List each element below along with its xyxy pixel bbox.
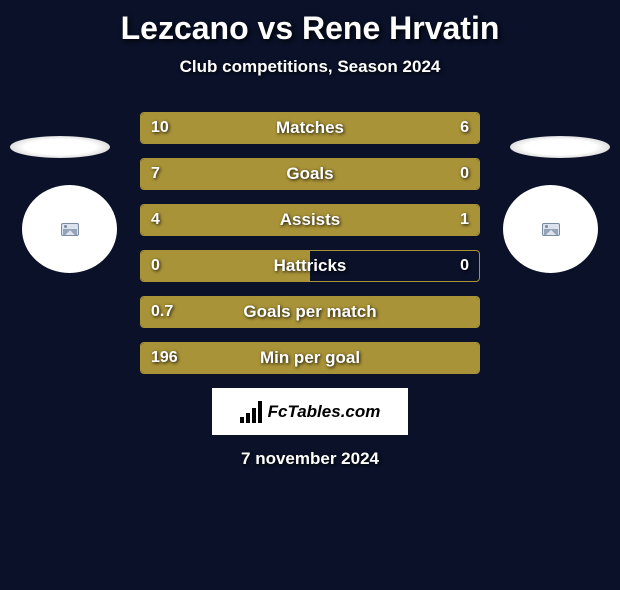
- stat-row-min-per-goal: 196 Min per goal: [140, 342, 480, 374]
- stat-value-right: 6: [460, 119, 469, 137]
- stat-row-assists: 4 Assists 1: [140, 204, 480, 236]
- image-placeholder-icon: [61, 223, 79, 236]
- stat-row-goals: 7 Goals 0: [140, 158, 480, 190]
- player-right-name-oval: [510, 136, 610, 158]
- stat-row-goals-per-match: 0.7 Goals per match: [140, 296, 480, 328]
- stat-label: Matches: [276, 118, 344, 138]
- stat-label: Min per goal: [260, 348, 360, 368]
- stat-value-left: 196: [151, 349, 178, 367]
- player-left-name-oval: [10, 136, 110, 158]
- stat-value-left: 0.7: [151, 303, 173, 321]
- stat-value-right: 0: [460, 257, 469, 275]
- bar-left: [141, 159, 401, 189]
- stat-label: Goals: [286, 164, 333, 184]
- page-title: Lezcano vs Rene Hrvatin: [0, 10, 620, 47]
- player-left-avatar: [22, 185, 117, 273]
- stat-value-right: 0: [460, 165, 469, 183]
- stat-row-matches: 10 Matches 6: [140, 112, 480, 144]
- stat-label: Hattricks: [274, 256, 347, 276]
- stat-value-right: 1: [460, 211, 469, 229]
- logo-text: FcTables.com: [268, 402, 381, 422]
- stat-value-left: 7: [151, 165, 160, 183]
- stat-label: Assists: [280, 210, 340, 230]
- page-subtitle: Club competitions, Season 2024: [0, 57, 620, 77]
- stat-value-left: 0: [151, 257, 160, 275]
- image-placeholder-icon: [542, 223, 560, 236]
- logo-box: FcTables.com: [212, 388, 408, 435]
- bar-left: [141, 205, 411, 235]
- stat-row-hattricks: 0 Hattricks 0: [140, 250, 480, 282]
- stat-value-left: 10: [151, 119, 169, 137]
- stat-value-left: 4: [151, 211, 160, 229]
- logo-bars-icon: [240, 401, 262, 423]
- player-right-avatar: [503, 185, 598, 273]
- footer-date: 7 november 2024: [0, 449, 620, 469]
- stat-label: Goals per match: [243, 302, 376, 322]
